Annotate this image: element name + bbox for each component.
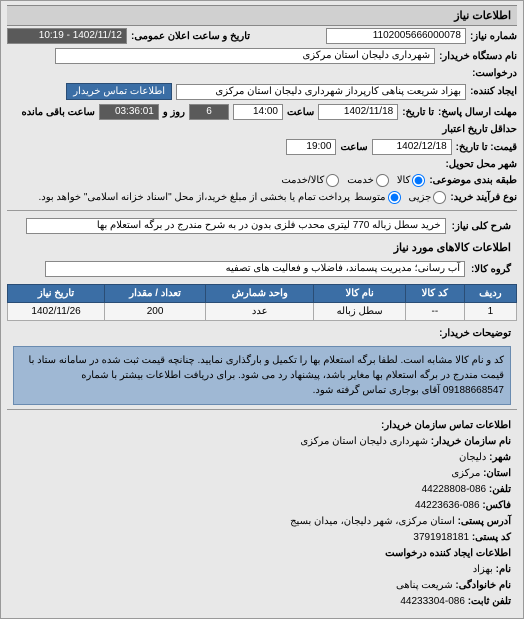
col-code: کد کالا: [405, 285, 464, 303]
deadline-time-field: 14:00: [233, 104, 283, 120]
process-radio-minor[interactable]: [433, 191, 446, 204]
valid-time-field: 19:00: [286, 139, 336, 155]
fax-v: 086-44223636: [415, 500, 480, 511]
col-unit: واحد شمارش: [206, 285, 314, 303]
fax-l: فاکس:: [482, 500, 511, 511]
col-date: تاریخ نیاز: [8, 285, 105, 303]
org-value: شهرداری دلیجان استان مرکزی: [300, 436, 428, 447]
process-label: نوع فرآیند خرید:: [450, 192, 517, 203]
announce-label: تاریخ و ساعت اعلان عمومی:: [131, 31, 250, 42]
phone-l: تلفن:: [489, 484, 511, 495]
deadline-date-field: 1402/11/18: [318, 104, 398, 120]
postalcode-v: 3791918181: [413, 532, 469, 543]
city-label: شهر محل تحویل:: [445, 159, 517, 170]
process-opt-b: متوسط: [354, 192, 385, 203]
days-remain-field: 6: [189, 104, 229, 120]
time-label-2: ساعت: [340, 142, 367, 153]
creator-section: اطلاعات ایجاد کننده درخواست: [385, 548, 511, 559]
province-v: مرکزی: [451, 468, 480, 479]
creator-field: بهزاد شریعت پناهی کارپرداز شهرداری دلیجا…: [176, 84, 466, 100]
desc-label: توضیحات خریدار:: [439, 328, 511, 339]
need-no-field: 1102005666000078: [326, 28, 466, 44]
process-radio-medium[interactable]: [388, 191, 401, 204]
subject-opt-c: کالا/خدمت: [281, 175, 324, 186]
cell-qty: 200: [105, 303, 206, 321]
family-v: شریعت پناهی: [396, 580, 453, 591]
group-label: گروه کالا:: [471, 264, 511, 275]
panel-title: اطلاعات نیاز: [7, 5, 517, 26]
phone-v: 086-44228808: [422, 484, 487, 495]
deadline-send-label: مهلت ارسال پاسخ:: [438, 107, 517, 118]
subject-type-label: طبقه بندی موضوعی:: [429, 175, 517, 186]
city-v: دلیجان: [459, 452, 486, 463]
creator-label: ایجاد کننده:: [470, 86, 517, 97]
buyer-org-field: شهرداری دلیجان استان مرکزی: [55, 48, 435, 64]
col-name: نام کالا: [314, 285, 406, 303]
cell-row: 1: [464, 303, 516, 321]
valid-date-field: 1402/12/18: [372, 139, 452, 155]
time-label-1: ساعت: [287, 107, 314, 118]
goods-table: ردیف کد کالا نام کالا واحد شمارش تعداد /…: [7, 284, 517, 321]
group-field: آب رسانی؛ مدیریت پسماند، فاضلاب و فعالیت…: [45, 261, 465, 277]
table-row: 1 -- سطل زباله عدد 200 1402/11/26: [8, 303, 517, 321]
days-word: روز و: [163, 107, 185, 118]
postalcode-l: کد پستی:: [472, 532, 511, 543]
valid-label2: قیمت: تا تاریخ:: [456, 142, 517, 153]
tel-l: تلفن ثابت:: [468, 596, 511, 607]
cell-unit: عدد: [206, 303, 314, 321]
contact-buyer-button[interactable]: اطلاعات تماس خریدار: [66, 83, 172, 100]
city-l: شهر:: [489, 452, 511, 463]
process-note: پرداخت تمام یا بخشی از مبلغ خرید،از محل …: [38, 192, 350, 203]
process-opt-a: جزیی: [409, 192, 432, 203]
need-no-label: شماره نیاز:: [470, 31, 517, 42]
subject-radio-khedmat[interactable]: [376, 174, 389, 187]
postaladdr-v: استان مرکزی، شهر دلیجان، میدان بسیج: [290, 516, 455, 527]
need-title-label: شرح کلی نیاز:: [452, 221, 511, 232]
subject-opt-a: کالا: [397, 175, 411, 186]
subject-opt-b: خدمت: [347, 175, 374, 186]
goods-section: اطلاعات کالاهای مورد نیاز: [7, 237, 517, 258]
need-title-field: خرید سطل زباله 770 لیتری محدب فلزی بدون …: [26, 218, 446, 234]
cell-name: سطل زباله: [314, 303, 406, 321]
tel-v: 086-44233304: [400, 596, 465, 607]
cell-date: 1402/11/26: [8, 303, 105, 321]
cell-code: --: [405, 303, 464, 321]
org-label: نام سازمان خریدار:: [431, 436, 511, 447]
subject-radio-both[interactable]: [326, 174, 339, 187]
family-l: نام خانوادگی:: [455, 580, 511, 591]
col-qty: تعداد / مقدار: [105, 285, 206, 303]
process-group: جزیی متوسط: [354, 191, 446, 204]
desc-box: کد و نام کالا مشابه است. لطفا برگه استعل…: [13, 346, 511, 405]
province-l: استان:: [483, 468, 511, 479]
name-l: نام:: [496, 564, 511, 575]
deadline-to-label: تا تاریخ:: [402, 107, 434, 118]
announce-field: 1402/11/12 - 10:19: [7, 28, 127, 44]
valid-label: حداقل تاریخ اعتبار: [442, 124, 517, 135]
timer-suffix: ساعت باقی مانده: [21, 107, 94, 118]
subject-radio-kala[interactable]: [412, 174, 425, 187]
subject-type-group: کالا خدمت کالا/خدمت: [281, 174, 425, 187]
postaladdr-l: آدرس پستی:: [458, 516, 511, 527]
timer-field: 03:36:01: [99, 104, 159, 120]
contact-section: اطلاعات تماس سازمان خریدار:: [381, 420, 511, 431]
request-label: درخواست:: [472, 68, 517, 79]
col-row: ردیف: [464, 285, 516, 303]
name-v: بهزاد: [473, 564, 493, 575]
buyer-org-label: نام دستگاه خریدار:: [439, 51, 517, 62]
